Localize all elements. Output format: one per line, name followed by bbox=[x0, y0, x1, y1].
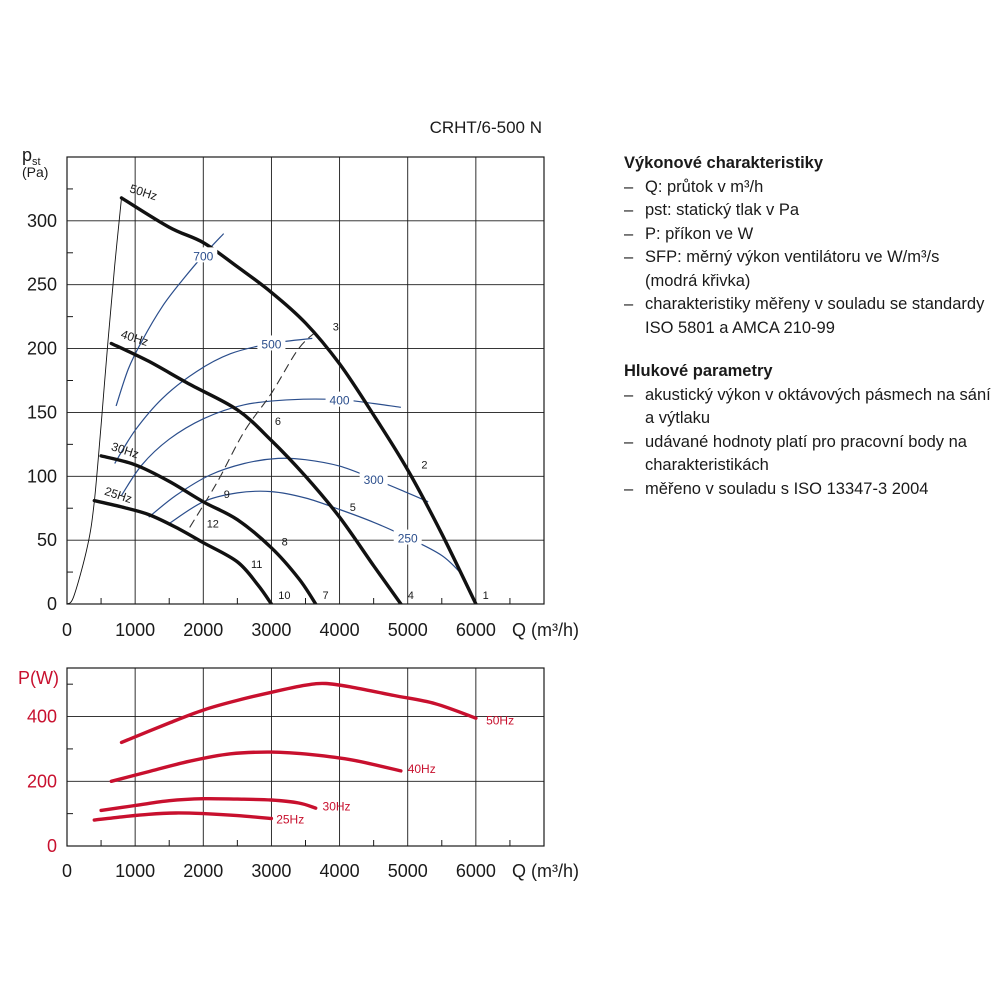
legend-item: pst: statický tlak v Pa bbox=[624, 199, 994, 223]
y-tick-label: 0 bbox=[47, 594, 57, 614]
power-series bbox=[92, 681, 478, 822]
pressure-series-line bbox=[99, 454, 318, 604]
x-tick-label: 6000 bbox=[456, 861, 496, 881]
legend-item: měřeno v souladu s ISO 13347-3 2004 bbox=[624, 478, 994, 502]
x-tick-label: 1000 bbox=[115, 620, 155, 640]
operating-point-label: 5 bbox=[350, 502, 356, 514]
legend-panel: Výkonové charakteristiky Q: průtok v m³/… bbox=[624, 152, 994, 501]
x-axis-label-top: Q (m³/h) bbox=[512, 620, 579, 640]
legend-item: Q: průtok v m³/h bbox=[624, 176, 994, 200]
y-tick-label: 100 bbox=[27, 466, 57, 486]
pressure-series-line bbox=[92, 498, 274, 604]
power-series-line bbox=[92, 811, 274, 822]
y-axis-unit-pressure: (Pa) bbox=[22, 164, 48, 180]
sfp-label: 700 bbox=[193, 249, 213, 263]
sfp-label: 300 bbox=[364, 473, 384, 487]
y-axis-label-power: P(W) bbox=[18, 668, 59, 688]
power-series-line bbox=[119, 681, 478, 745]
sfp-curve bbox=[148, 457, 429, 518]
x-tick-label: 4000 bbox=[320, 861, 360, 881]
x-tick-label: 2000 bbox=[183, 861, 223, 881]
power-series-label: 25Hz bbox=[276, 812, 304, 826]
sfp-label-bg bbox=[325, 391, 354, 407]
x-tick-label: 3000 bbox=[251, 861, 291, 881]
pressure-series-line bbox=[119, 196, 478, 604]
operating-point-label: 1 bbox=[483, 590, 489, 602]
series-label: 50Hz bbox=[128, 181, 159, 203]
pressure-series-line bbox=[109, 341, 403, 604]
x-tick-label: 5000 bbox=[388, 861, 428, 881]
pressure-labels: 70050040030025050Hz40Hz30Hz25Hz123456789… bbox=[103, 181, 489, 601]
legend-item: P: příkon ve W bbox=[624, 223, 994, 247]
legend-item: udávané hodnoty platí pro pracovní body … bbox=[624, 431, 994, 478]
system-curve bbox=[67, 197, 122, 604]
sfp-label-bg bbox=[189, 247, 218, 263]
legend-section-title-noise: Hlukové parametry bbox=[624, 362, 773, 380]
system-lines bbox=[67, 197, 320, 604]
y-tick-label: 150 bbox=[27, 402, 57, 422]
y-tick-label: 400 bbox=[27, 707, 57, 727]
operating-point-label: 3 bbox=[333, 322, 339, 334]
pressure-axis-ticks: 0 1000 2000 3000 4000 5000 6000050100150200250… bbox=[27, 188, 511, 640]
x-tick-label: 3000 bbox=[251, 620, 291, 640]
y-tick-label: 200 bbox=[27, 339, 57, 359]
sfp-label-bg bbox=[359, 470, 388, 486]
legend-list-performance: Q: průtok v m³/h pst: statický tlak v Pa… bbox=[624, 176, 994, 341]
x-tick-label: 1000 bbox=[115, 861, 155, 881]
legend-item: akustický výkon v oktávových pásmech na … bbox=[624, 384, 994, 431]
operating-point-label: 9 bbox=[224, 489, 230, 501]
operating-point-label: 2 bbox=[421, 460, 427, 472]
sfp-curve bbox=[121, 398, 401, 496]
pressure-grid bbox=[67, 157, 544, 604]
power-series-line bbox=[109, 750, 403, 783]
x-tick-label: 2000 bbox=[183, 620, 223, 640]
power-grid bbox=[67, 668, 544, 846]
pressure-plot-frame bbox=[66, 156, 545, 605]
power-series-line bbox=[99, 796, 318, 813]
y-tick-label: 300 bbox=[27, 211, 57, 231]
x-tick-label: 4000 bbox=[320, 620, 360, 640]
sfp-label: 250 bbox=[398, 532, 418, 546]
operating-point-label: 7 bbox=[323, 590, 329, 602]
y-tick-label: 250 bbox=[27, 275, 57, 295]
legend-section-title-performance: Výkonové charakteristiky bbox=[624, 154, 824, 172]
series-label: 40Hz bbox=[119, 327, 150, 349]
power-labels: 50Hz 40Hz 30Hz 25Hz bbox=[276, 714, 514, 827]
operating-point-label: 8 bbox=[282, 536, 288, 548]
y-axis-label-pressure: pst bbox=[22, 145, 41, 168]
y-tick-label: 50 bbox=[37, 530, 57, 550]
operating-point-label: 6 bbox=[275, 416, 281, 428]
legend-item: SFP: měrný výkon ventilátoru ve W/m³/s (… bbox=[624, 246, 994, 293]
x-tick-label: 0 bbox=[62, 620, 72, 640]
power-axis-ticks: 0 1000 2000 3000 4000 5000 6000 0 200 400 bbox=[27, 683, 511, 881]
chart-title: CRHT/6-500 N bbox=[430, 118, 542, 137]
operating-point-label: 11 bbox=[251, 559, 262, 571]
x-tick-label: 6000 bbox=[456, 620, 496, 640]
power-series-label: 40Hz bbox=[408, 762, 436, 776]
power-series-label: 50Hz bbox=[486, 714, 514, 728]
sfp-curve bbox=[168, 490, 463, 576]
y-tick-label: 0 bbox=[47, 836, 57, 856]
operating-point-label: 12 bbox=[207, 518, 219, 530]
sfp-label: 400 bbox=[330, 394, 350, 408]
sfp-label-bg bbox=[393, 529, 422, 545]
power-series-label: 30Hz bbox=[323, 799, 351, 813]
y-tick-label: 200 bbox=[27, 771, 57, 791]
operating-line bbox=[189, 328, 320, 528]
x-axis-label-bottom: Q (m³/h) bbox=[512, 861, 579, 881]
operating-point-label: 10 bbox=[278, 590, 290, 602]
sfp-label: 500 bbox=[261, 337, 281, 351]
legend-list-noise: akustický výkon v oktávových pásmech na … bbox=[624, 384, 994, 502]
pressure-series bbox=[92, 196, 478, 604]
sfp-label-bg bbox=[257, 335, 286, 351]
power-plot-frame bbox=[66, 667, 545, 847]
legend-item: charakteristiky měřeny v souladu se stan… bbox=[624, 293, 994, 340]
x-tick-label: 0 bbox=[62, 861, 72, 881]
x-tick-label: 5000 bbox=[388, 620, 428, 640]
operating-point-label: 4 bbox=[408, 590, 414, 602]
